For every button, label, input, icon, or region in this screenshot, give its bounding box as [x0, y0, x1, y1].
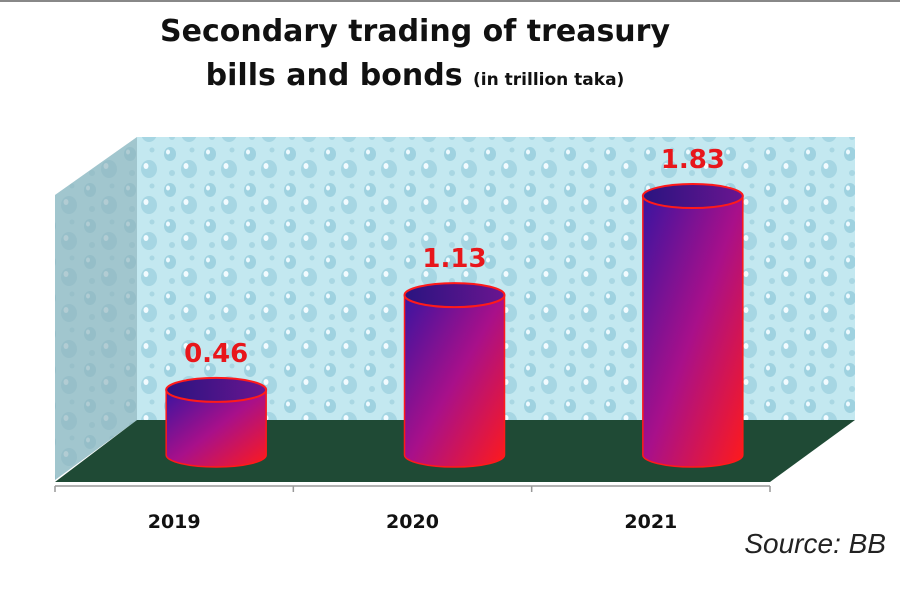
- bar-2020: [403, 282, 506, 468]
- cylinder-body: [165, 389, 267, 468]
- cylinder-top: [641, 183, 744, 210]
- cylinder-top: [403, 282, 506, 309]
- side-wall-texture: [55, 137, 137, 480]
- data-label-2021: 1.83: [661, 145, 725, 175]
- cylinder-body: [642, 195, 744, 468]
- x-tick-label-2019: 2019: [148, 511, 201, 533]
- data-label-2020: 1.13: [422, 244, 486, 274]
- cylinder-top: [165, 376, 268, 403]
- chart-title-line1: Secondary trading of treasury: [159, 14, 671, 49]
- cylinder-body: [403, 294, 506, 468]
- chart-title-line2-text: bills and bonds: [205, 58, 463, 93]
- source-note: Source: BB: [744, 528, 886, 559]
- chart-unit: (in trillion taka): [473, 70, 625, 90]
- top-border: [0, 0, 900, 2]
- chart-title-line2: bills and bonds (in trillion taka): [0, 58, 830, 93]
- bar-2021: [641, 183, 744, 468]
- data-label-2019: 0.46: [184, 339, 248, 369]
- x-tick-label-2020: 2020: [386, 511, 439, 533]
- x-tick-label-2021: 2021: [624, 511, 677, 533]
- bar-2019: [165, 376, 268, 468]
